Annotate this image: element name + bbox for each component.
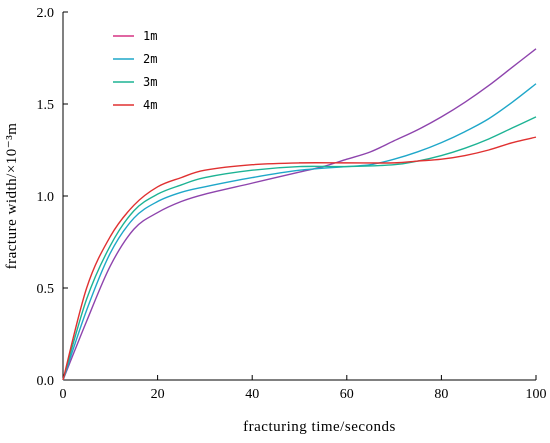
y-tick-label: 2.0 xyxy=(37,6,55,21)
y-tick-label: 1.0 xyxy=(37,190,55,205)
series-line-1m xyxy=(62,48,537,381)
x-tick-label: 20 xyxy=(151,387,165,402)
y-tick-label: 1.5 xyxy=(37,98,55,113)
legend: 1m 2m 3m 4m xyxy=(113,29,157,112)
axes xyxy=(62,12,536,381)
x-tick-label: 60 xyxy=(340,387,354,402)
x-tick-label: 80 xyxy=(434,387,448,402)
legend-label-3m: 3m xyxy=(143,75,157,89)
series-lines xyxy=(62,48,537,381)
x-tick-label: 0 xyxy=(60,387,67,402)
x-tick-label: 40 xyxy=(245,387,259,402)
legend-label-2m: 2m xyxy=(143,52,157,66)
legend-label-1m: 1m xyxy=(143,29,157,43)
x-axis-label: fracturing time/seconds xyxy=(243,419,396,435)
y-tick-label: 0.5 xyxy=(37,282,55,297)
series-line-3m xyxy=(62,116,537,381)
x-tick-label: 100 xyxy=(526,387,547,402)
y-axis-label: fracture width/×10⁻³m xyxy=(4,123,20,270)
ticks: 0 20 40 60 80 100 0.0 0.5 1.0 1.5 2.0 xyxy=(37,6,547,402)
legend-label-4m: 4m xyxy=(143,98,157,112)
series-line-2m xyxy=(62,83,537,381)
series-line-4m xyxy=(62,136,537,381)
y-tick-label: 0.0 xyxy=(37,374,55,389)
